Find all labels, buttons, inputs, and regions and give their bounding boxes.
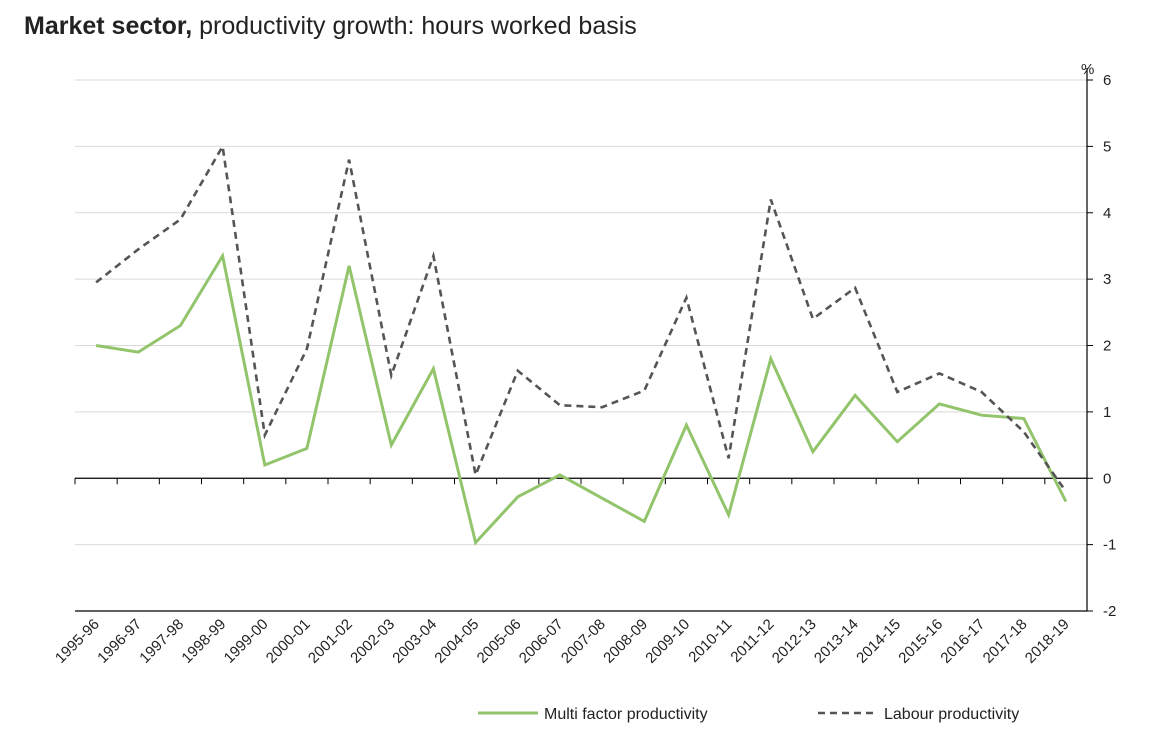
- series-line-labour: [95, 142, 1067, 493]
- x-tick-label: 2001-02: [305, 616, 356, 667]
- y-tick-label: 6: [1103, 72, 1111, 89]
- y-tick-label: 4: [1103, 205, 1111, 222]
- x-tick-label: 2013-14: [811, 616, 862, 667]
- x-tick-label: 1995-96: [52, 616, 103, 667]
- y-unit-label: %: [1081, 61, 1094, 78]
- legend-label: Multi factor productivity: [544, 706, 708, 723]
- y-tick-label: 3: [1103, 271, 1111, 288]
- y-tick-label: 0: [1103, 470, 1111, 487]
- x-tick-label: 2004-05: [431, 616, 482, 667]
- x-tick-label: 2003-04: [389, 616, 440, 667]
- x-tick-label: 2014-15: [853, 616, 904, 667]
- legend-label: Labour productivity: [884, 706, 1019, 723]
- x-tick-label: 1996-97: [94, 616, 145, 667]
- x-tick-label: 2010-11: [685, 616, 735, 666]
- axes: -2 -1 0 1 2 3 4 5 6% 1995-961996-971997-981998-99…: [52, 61, 1116, 667]
- y-tick-label: 2: [1103, 338, 1111, 355]
- x-tick-label: 2008-09: [600, 616, 651, 667]
- x-tick-label: 2012-13: [769, 616, 820, 667]
- x-tick-label: 2011-12: [727, 616, 777, 666]
- series-line-multi-factor: [95, 251, 1068, 546]
- x-tick-label: 2009-10: [642, 616, 693, 667]
- x-tick-label: 1998-99: [178, 616, 229, 667]
- chart-title-bold: Market sector,: [24, 12, 193, 40]
- x-tick-label: 2016-17: [937, 616, 988, 667]
- x-tick-label: 2015-16: [895, 616, 946, 667]
- chart-title-rest: productivity growth: hours worked basis: [192, 12, 637, 40]
- series-lines: [95, 142, 1068, 546]
- x-tick-label: 2005-06: [474, 616, 525, 667]
- y-tick-label: 1: [1103, 404, 1111, 421]
- x-tick-label: 2018-19: [1022, 616, 1073, 667]
- y-tick-label: 5: [1103, 138, 1111, 155]
- x-tick-label: 2002-03: [347, 616, 398, 667]
- x-tick-label: 2000-01: [263, 616, 314, 667]
- x-tick-label: 1997-98: [136, 616, 187, 667]
- x-tick-label: 2006-07: [516, 616, 567, 667]
- x-tick-label: 2007-08: [558, 616, 609, 667]
- legend: Multi factor productivity Labour producti…: [478, 706, 1019, 723]
- x-tick-label: 1999-00: [221, 616, 272, 667]
- x-tick-label: 2017-18: [980, 616, 1031, 667]
- y-tick-label: -2: [1103, 603, 1116, 620]
- chart-title: Market sector, productivity growth: hour…: [24, 12, 637, 41]
- gridlines: [75, 79, 1087, 612]
- y-tick-label: -1: [1103, 537, 1116, 554]
